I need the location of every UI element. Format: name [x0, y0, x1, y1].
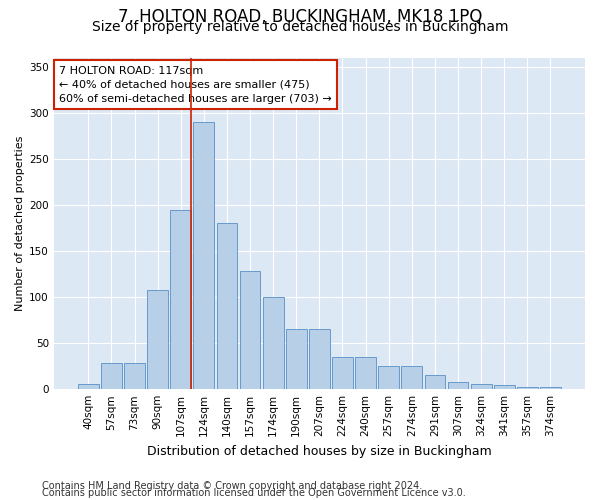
Bar: [425, 376, 445, 389]
Bar: [263, 297, 284, 389]
Bar: [448, 382, 469, 389]
Bar: [193, 122, 214, 389]
Bar: [101, 364, 122, 389]
Bar: [78, 384, 99, 389]
Bar: [332, 357, 353, 389]
Bar: [147, 290, 168, 389]
Bar: [355, 357, 376, 389]
Bar: [170, 210, 191, 389]
Text: Contains public sector information licensed under the Open Government Licence v3: Contains public sector information licen…: [42, 488, 466, 498]
Text: 7 HOLTON ROAD: 117sqm
← 40% of detached houses are smaller (475)
60% of semi-det: 7 HOLTON ROAD: 117sqm ← 40% of detached …: [59, 66, 332, 104]
Bar: [471, 384, 491, 389]
Bar: [494, 386, 515, 389]
Bar: [379, 366, 399, 389]
Text: 7, HOLTON ROAD, BUCKINGHAM, MK18 1PQ: 7, HOLTON ROAD, BUCKINGHAM, MK18 1PQ: [118, 8, 482, 26]
Bar: [517, 388, 538, 389]
Y-axis label: Number of detached properties: Number of detached properties: [15, 136, 25, 311]
Bar: [286, 330, 307, 389]
Bar: [217, 224, 238, 389]
X-axis label: Distribution of detached houses by size in Buckingham: Distribution of detached houses by size …: [147, 444, 492, 458]
Text: Contains HM Land Registry data © Crown copyright and database right 2024.: Contains HM Land Registry data © Crown c…: [42, 481, 422, 491]
Bar: [124, 364, 145, 389]
Bar: [401, 366, 422, 389]
Bar: [239, 271, 260, 389]
Bar: [309, 330, 330, 389]
Text: Size of property relative to detached houses in Buckingham: Size of property relative to detached ho…: [92, 20, 508, 34]
Bar: [540, 388, 561, 389]
